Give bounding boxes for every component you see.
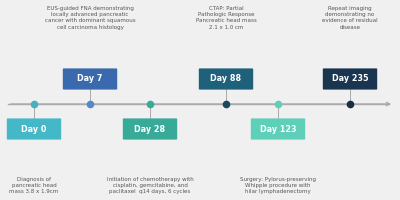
FancyBboxPatch shape (123, 118, 177, 140)
Text: Day 7: Day 7 (77, 74, 103, 83)
Text: CTAP: Partial
Pathologic Response
Pancreatic head mass
2.1 x 1.0 cm: CTAP: Partial Pathologic Response Pancre… (196, 6, 256, 30)
FancyBboxPatch shape (7, 118, 61, 140)
FancyBboxPatch shape (63, 68, 117, 90)
Text: Day 88: Day 88 (210, 74, 242, 83)
Text: Initiation of chemotherapy with
cisplatin, gemcitabine, and
paclitaxel  q14 days: Initiation of chemotherapy with cisplati… (107, 177, 193, 194)
FancyBboxPatch shape (323, 68, 377, 90)
Text: Surgery: Pylorus-preserving
Whipple procedure with
hilar lymphadenectomy: Surgery: Pylorus-preserving Whipple proc… (240, 177, 316, 194)
Text: Repeat imaging
demonstrating no
evidence of residual
disease: Repeat imaging demonstrating no evidence… (322, 6, 378, 30)
Text: Diagnosis of
pancreatic head
mass 3.8 x 1.9cm: Diagnosis of pancreatic head mass 3.8 x … (9, 177, 59, 194)
Text: Day 235: Day 235 (332, 74, 368, 83)
Text: Day 28: Day 28 (134, 124, 166, 134)
Text: EUS-guided FNA demonstrating
locally advanced pancreatic
cancer with dominant sq: EUS-guided FNA demonstrating locally adv… (45, 6, 135, 30)
Text: Day 123: Day 123 (260, 124, 296, 134)
FancyBboxPatch shape (199, 68, 253, 90)
FancyBboxPatch shape (251, 118, 305, 140)
Text: Day 0: Day 0 (21, 124, 47, 134)
